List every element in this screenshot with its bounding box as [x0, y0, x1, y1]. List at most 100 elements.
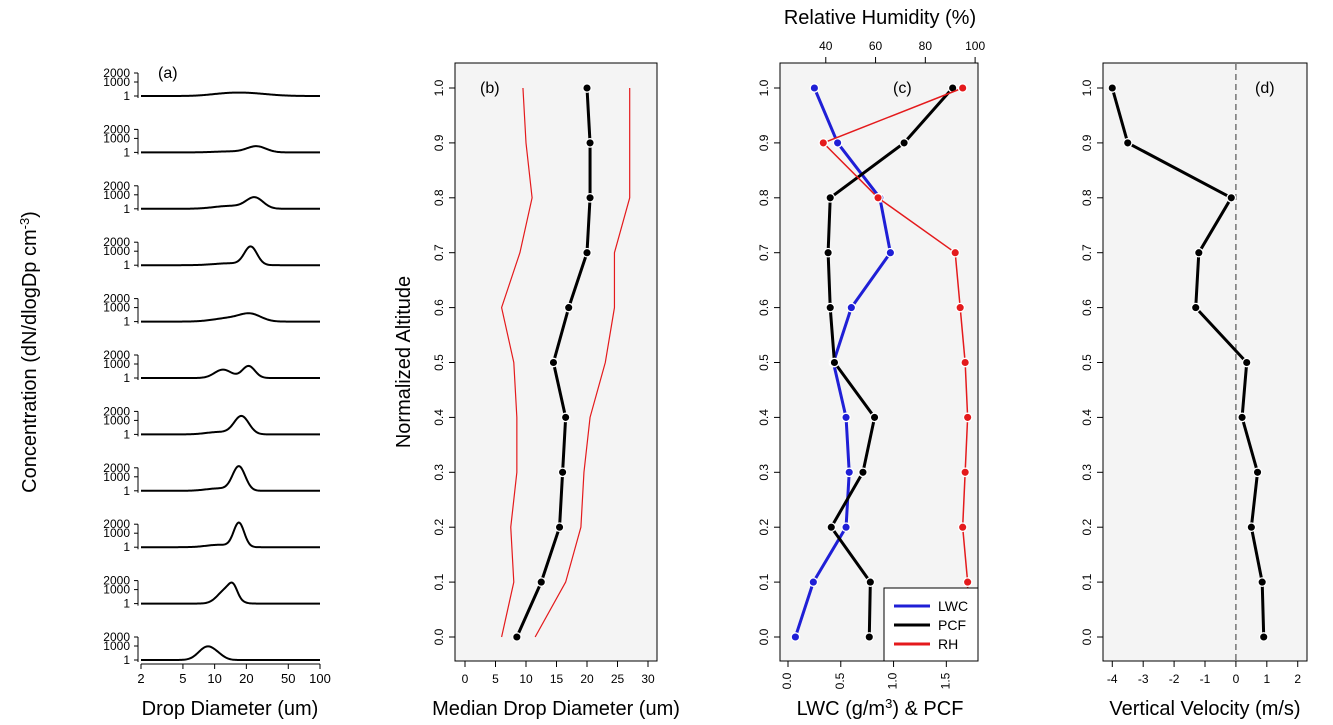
lower-bound-line [501, 87, 533, 638]
y-tick-label: 0.9 [757, 134, 771, 151]
y-tick-label: 0.9 [432, 134, 446, 151]
y-tick-label: 0.7 [757, 244, 771, 261]
velocity-point-0 [1258, 632, 1269, 642]
y-tick-label: 0.1 [432, 573, 446, 590]
pcf-point-7 [823, 247, 833, 258]
median-point-1 [536, 577, 547, 587]
x-tick-label: 0 [462, 672, 469, 686]
y-tick-label: 1 [123, 145, 130, 159]
x-axis: 0 5 10 15 20 25 30 [462, 661, 655, 686]
x-tick-label: 0 [1233, 672, 1240, 686]
x-tick-label: 15 [550, 672, 564, 686]
y-tick-label: 0.8 [432, 189, 446, 206]
top-x-tick-label: 40 [819, 39, 833, 53]
velocity-point-10 [1107, 83, 1118, 93]
rh-point-10 [957, 83, 968, 93]
x-axis: -4 -3 -2 -1 0 1 2 [1107, 661, 1301, 686]
y-tick-label: 0.0 [432, 628, 446, 645]
y-tick-label: 1.0 [757, 79, 771, 96]
y-tick-label: 2000 [103, 348, 130, 362]
median-point-9 [585, 138, 595, 148]
y-tick-label: 1 [123, 202, 130, 216]
y-tick-label: 1.0 [1080, 79, 1094, 96]
lwc-point-9 [832, 138, 843, 148]
y-tick-label: 0.0 [1080, 628, 1094, 645]
y-tick-label: 1 [123, 89, 130, 103]
distribution-curve-11 [141, 645, 320, 661]
y-tick-label: 1000 [103, 301, 130, 315]
y-tick-label: 1000 [103, 413, 130, 427]
x-tick-label: 20 [239, 671, 253, 686]
panel-c-plot-area [779, 62, 979, 662]
median-point-4 [560, 412, 571, 423]
panel-b-label: (b) [480, 80, 500, 97]
distribution-curve-10 [141, 581, 320, 605]
panel-b-median-diameter: (b) Normalized Altitude Median Drop Diam… [393, 62, 680, 720]
panel-c-lwc-pcf-rh: (c) Relative Humidity (%) LWC (g/m3) & P… [757, 7, 985, 720]
y-tick-label: 0.3 [432, 464, 446, 481]
lwc-point-2 [841, 522, 851, 533]
pcf-point-3 [858, 467, 868, 478]
series-pcf [823, 83, 958, 642]
rh-point-3 [960, 467, 971, 478]
y-tick-label: 2000 [103, 404, 130, 418]
y-axis: 0.0 0.1 0.2 0.3 0.4 0.5 0.6 0.7 0.8 0.9 1.0 [432, 79, 455, 645]
y-tick-label: 2000 [103, 517, 130, 531]
distribution-curve-1 [141, 91, 320, 97]
x-tick-label: 2 [1294, 672, 1301, 686]
x-tick-label: 100 [309, 671, 331, 686]
y-tick-label: 0.2 [1080, 519, 1094, 536]
y-tick-label: 2000 [103, 461, 130, 475]
y-tick-label: 0.1 [757, 573, 771, 590]
y-tick-label: 1.0 [432, 79, 446, 96]
y-tick-label: 1000 [103, 639, 130, 653]
y-tick-label: 2000 [103, 179, 130, 193]
top-x-tick-label: 60 [869, 39, 883, 53]
y-tick-label: 0.5 [1080, 354, 1094, 371]
y-tick-label: 1 [123, 315, 130, 329]
panel-c-xlabel: LWC (g/m3) & PCF [797, 696, 964, 721]
y-tick-label: 2000 [103, 235, 130, 249]
x-tick-label: 10 [519, 672, 533, 686]
legend-label-rh: RH [938, 636, 958, 652]
y-tick-label: 2000 [103, 630, 130, 644]
panel-a-xlabel: Drop Diameter (um) [142, 698, 319, 720]
series-rh [818, 83, 973, 642]
panel-a-x-axis: 2 5 10 20 50 100 [137, 663, 331, 686]
rh-point-5 [960, 357, 971, 368]
upper-bound-line [534, 88, 631, 638]
y-tick-label: 1000 [103, 583, 130, 597]
legend-label-pcf: PCF [938, 617, 966, 633]
pcf-point-2 [826, 522, 837, 533]
panel-d-xlabel: Vertical Velocity (m/s) [1109, 698, 1300, 720]
x-tick-label: 25 [611, 672, 625, 686]
y-tick-label: 2000 [103, 66, 130, 80]
legend-label-lwc: LWC [938, 598, 968, 614]
distribution-curve-3 [141, 196, 320, 210]
distribution-curve-8 [141, 465, 320, 492]
pcf-point-6 [825, 302, 836, 313]
y-tick-label: 1000 [103, 75, 130, 89]
y-tick-label: 0.8 [757, 189, 771, 206]
top-x-axis: 40 60 80 100 [819, 39, 985, 63]
rh-point-9 [818, 138, 829, 148]
y-tick-label: 1000 [103, 357, 130, 371]
y-tick-label: 1 [123, 653, 130, 667]
x-tick-label: 10 [207, 671, 221, 686]
velocity-point-4 [1237, 412, 1247, 423]
median-point-8 [585, 192, 595, 203]
x-tick-label: 1 [1263, 672, 1270, 686]
rh-point-6 [955, 302, 966, 313]
x-tick-label: 5 [492, 672, 499, 686]
y-tick-label: 0.6 [1080, 299, 1094, 316]
pcf-point-0 [864, 632, 875, 642]
y-tick-label: 1 [123, 597, 130, 611]
median-point-0 [511, 632, 522, 642]
panel-b-ylabel: Normalized Altitude [393, 276, 415, 448]
pcf-point-4 [869, 412, 880, 423]
